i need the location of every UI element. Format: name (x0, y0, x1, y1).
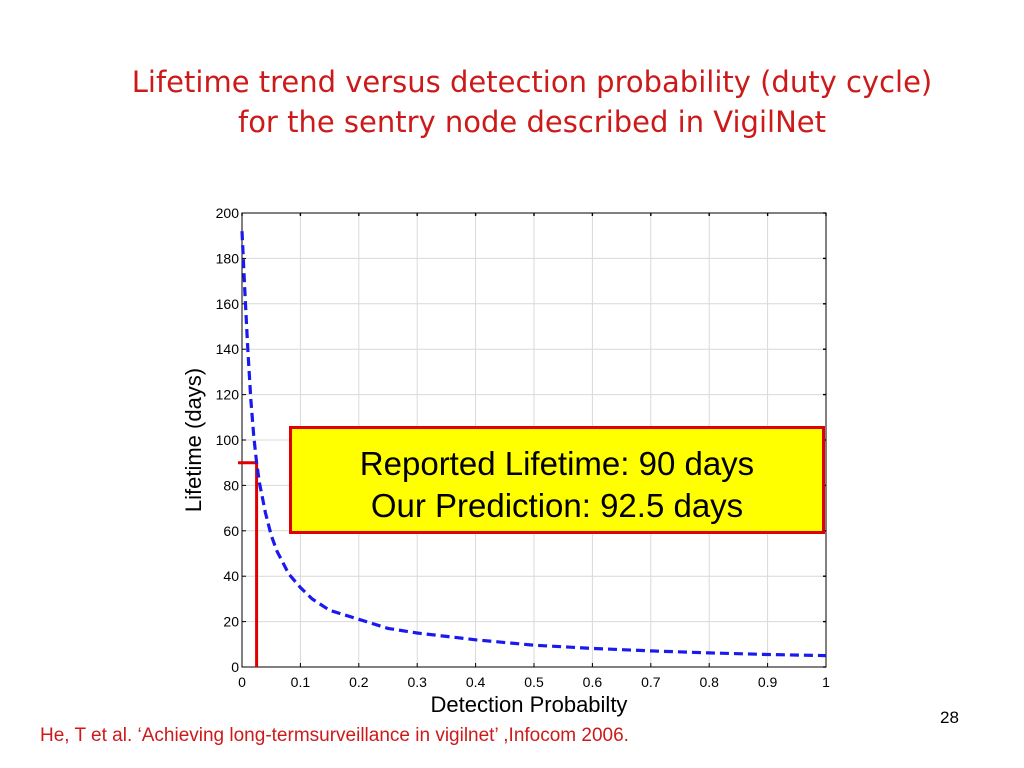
title-line-1: Lifetime trend versus detection probabil… (131, 65, 933, 99)
x-tick-label: 0.4 (466, 674, 486, 690)
y-tick-label: 100 (216, 432, 240, 448)
y-axis-label: Lifetime (days) (181, 368, 206, 512)
x-tick-label: 0.3 (407, 674, 427, 690)
y-tick-label: 160 (216, 296, 240, 312)
citation: He, T et al. ‘Achieving long-termsurveil… (40, 725, 629, 746)
x-axis-label: Detection Probabilty (431, 692, 628, 717)
y-tick-label: 60 (223, 523, 239, 539)
y-tick-label: 120 (216, 387, 240, 403)
title-line-2: for the sentry node described in VigilNe… (237, 105, 826, 139)
x-tick-label: 0 (238, 674, 246, 690)
x-tick-label: 0.9 (758, 674, 778, 690)
lifetime-series-line (240, 231, 827, 658)
callout-box: Reported Lifetime: 90 days Our Predictio… (289, 426, 825, 534)
y-tick-label: 40 (223, 568, 239, 584)
chart-ticks: 0 0.1 0.2 0.3 0.4 0.5 0.6 0.7 0.8 0.9 1 0 20 40 60 80 10… (216, 205, 830, 690)
x-tick-label: 0.5 (524, 674, 544, 690)
callout-prediction: Our Prediction: 92.5 days (370, 487, 744, 524)
x-tick-label: 0.2 (349, 674, 369, 690)
x-tick-label: 0.8 (699, 674, 719, 690)
callout-reported-lifetime: Reported Lifetime: 90 days (359, 445, 755, 482)
annotation-markers (238, 461, 259, 667)
y-tick-label: 200 (216, 205, 240, 221)
y-tick-label: 140 (216, 341, 240, 357)
y-tick-label: 180 (216, 250, 240, 266)
x-tick-label: 0.6 (583, 674, 603, 690)
slide-title: Lifetime trend versus detection probabil… (0, 62, 1024, 142)
x-tick-label: 1 (822, 674, 830, 690)
y-tick-label: 20 (223, 614, 239, 630)
x-tick-label: 0.1 (291, 674, 311, 690)
y-tick-label: 0 (231, 659, 239, 675)
x-tick-label: 0.7 (641, 674, 661, 690)
y-tick-label: 80 (223, 477, 239, 493)
page-number: 28 (940, 708, 959, 727)
